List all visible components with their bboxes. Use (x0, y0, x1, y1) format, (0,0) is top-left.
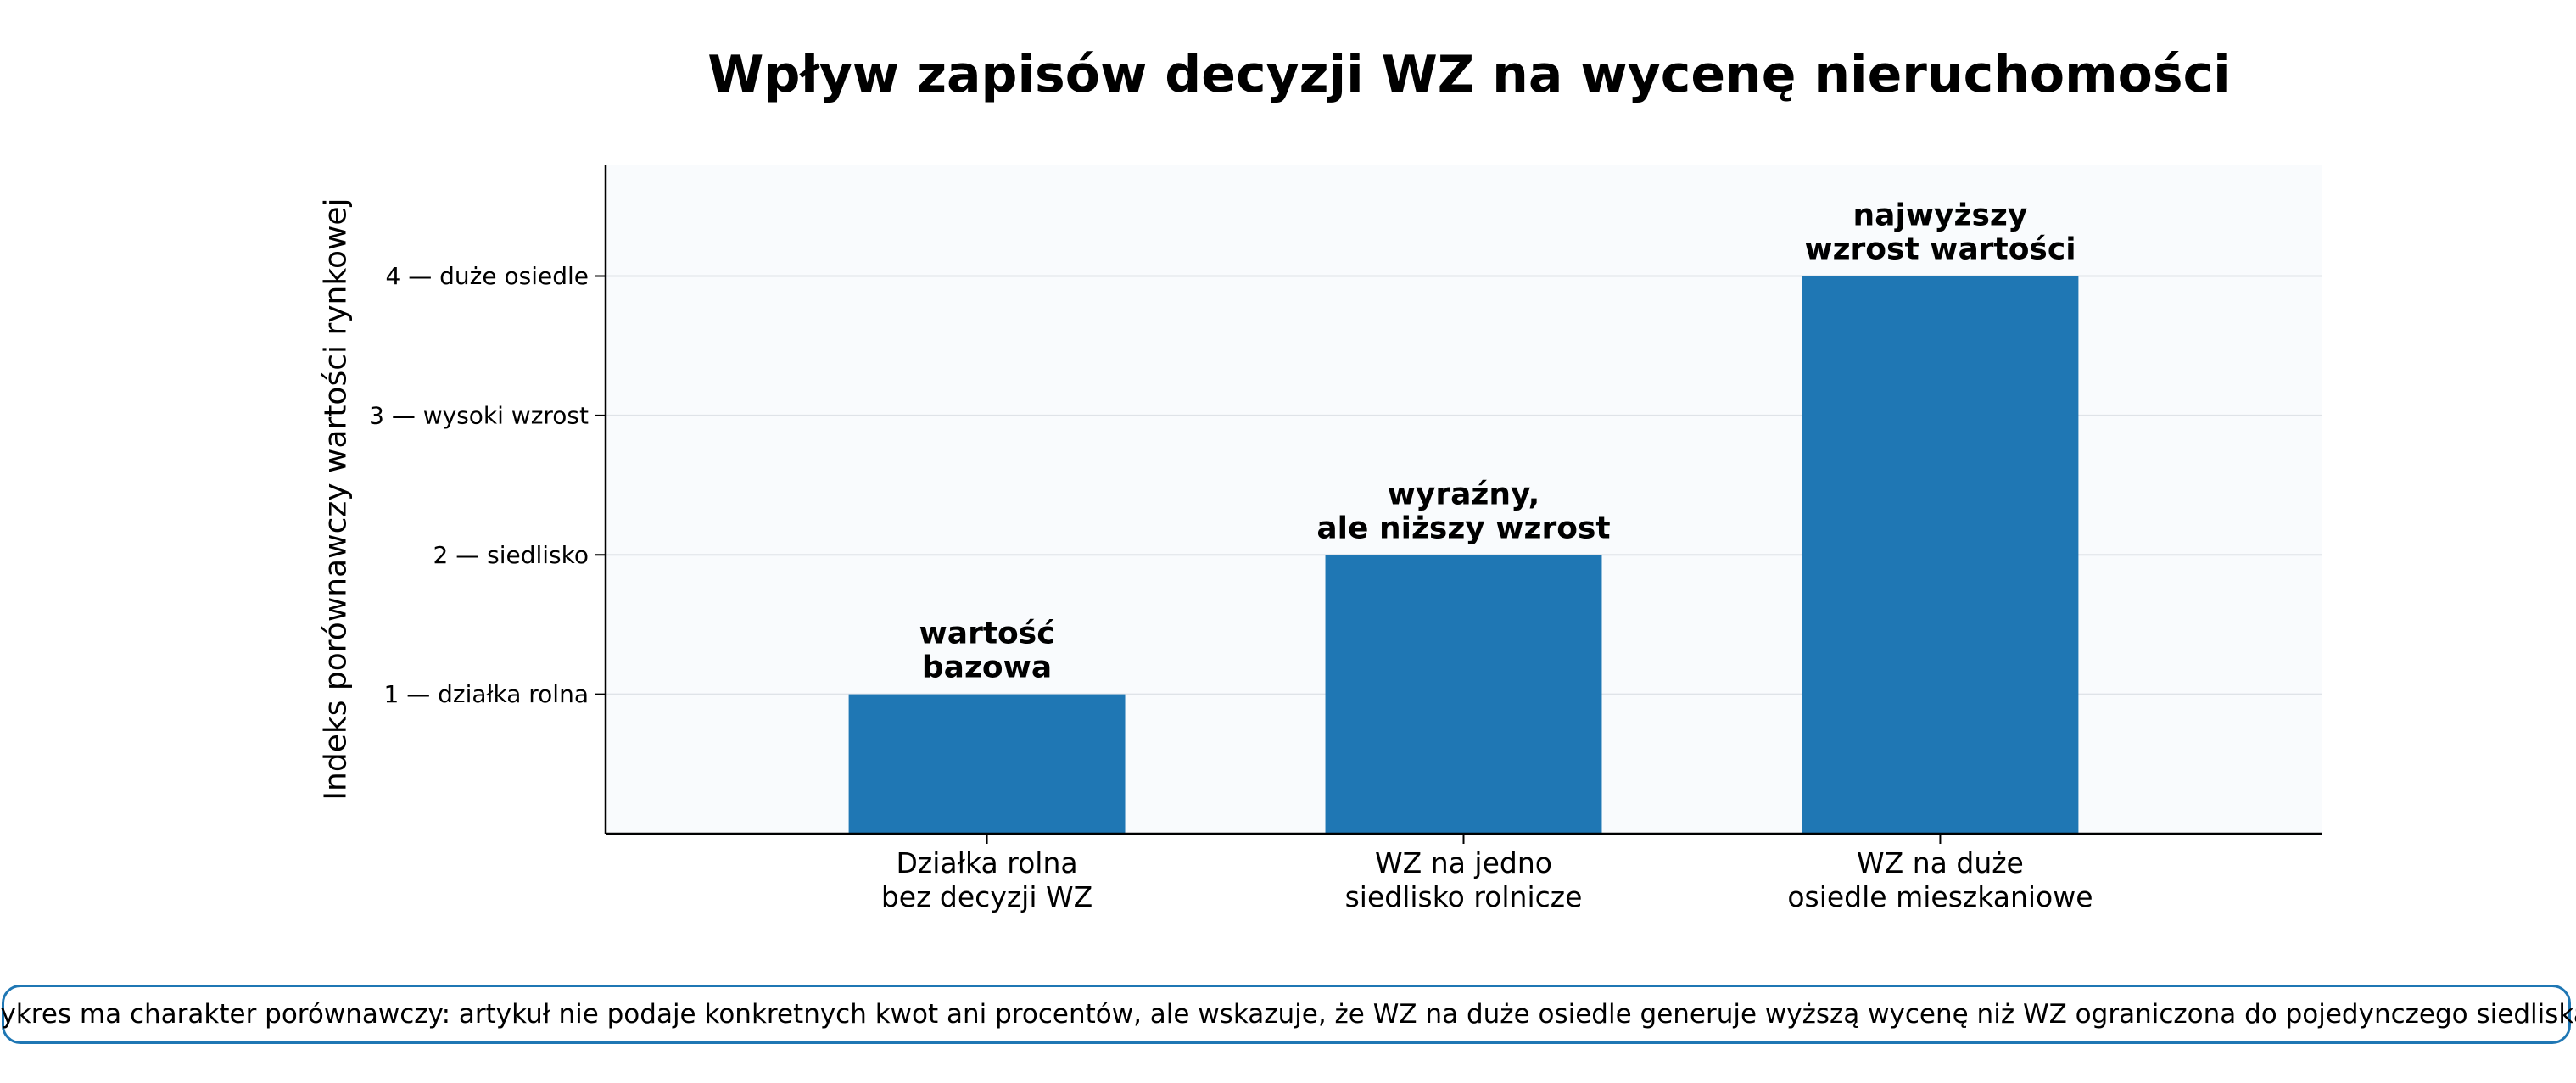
x-tick-label: WZ na duże osiedle mieszkaniowe (1787, 846, 2093, 913)
x-tick-label-line: bez decyzji WZ (881, 880, 1092, 913)
y-tick-label: 1 — działka rolna (384, 680, 589, 708)
bar-annotation-line: wyraźny, (1388, 477, 1540, 511)
bars (848, 276, 2079, 834)
y-tick-label: 3 — wysoki wzrost (369, 401, 589, 429)
bar-annotation-line: bazowa (922, 650, 1052, 685)
bar (848, 694, 1126, 834)
x-tick-label: WZ na jedno siedlisko rolnicze (1345, 846, 1583, 913)
y-tick-label: 4 — duże osiedle (386, 262, 589, 290)
y-axis-title: Indeks porównawczy wartości rynkowej (319, 198, 354, 800)
y-tick-label: 2 — siedlisko (433, 541, 589, 569)
bar-annotation-line: ale niższy wzrost (1316, 511, 1610, 545)
axes: 1 — działka rolna 2 — siedlisko 3 — wysoki… (369, 165, 2322, 913)
x-tick-label-line: osiedle mieszkaniowe (1787, 880, 2093, 913)
bar (1802, 276, 2079, 834)
bar-annotation: wyraźny, ale niższy wzrost (1316, 477, 1610, 545)
chart-note-text: Wykres ma charakter porównawczy: artykuł… (0, 999, 2576, 1030)
bar-annotation: najwyższy wzrost wartości (1804, 198, 2076, 267)
x-tick-label-line: WZ na jedno (1375, 846, 1552, 879)
x-tick-label: Działka rolna bez decyzji WZ (881, 846, 1092, 913)
bar-annotation: wartość bazowa (919, 617, 1055, 685)
x-tick-label-line: Działka rolna (897, 846, 1078, 879)
x-tick-label-line: WZ na duże (1857, 846, 2024, 879)
bar (1325, 555, 1602, 834)
chart-note: Wykres ma charakter porównawczy: artykuł… (0, 985, 2576, 1044)
bar-annotation-line: wzrost wartości (1804, 232, 2076, 267)
bar-annotation-line: wartość (919, 617, 1055, 651)
chart-title: Wpływ zapisów decyzji WZ na wycenę nieru… (707, 45, 2231, 104)
x-tick-label-line: siedlisko rolnicze (1345, 880, 1583, 913)
bar-annotation-line: najwyższy (1853, 198, 2028, 233)
bar-annotations: wartość bazowa wyraźny, ale niższy wzrost na… (919, 198, 2076, 685)
